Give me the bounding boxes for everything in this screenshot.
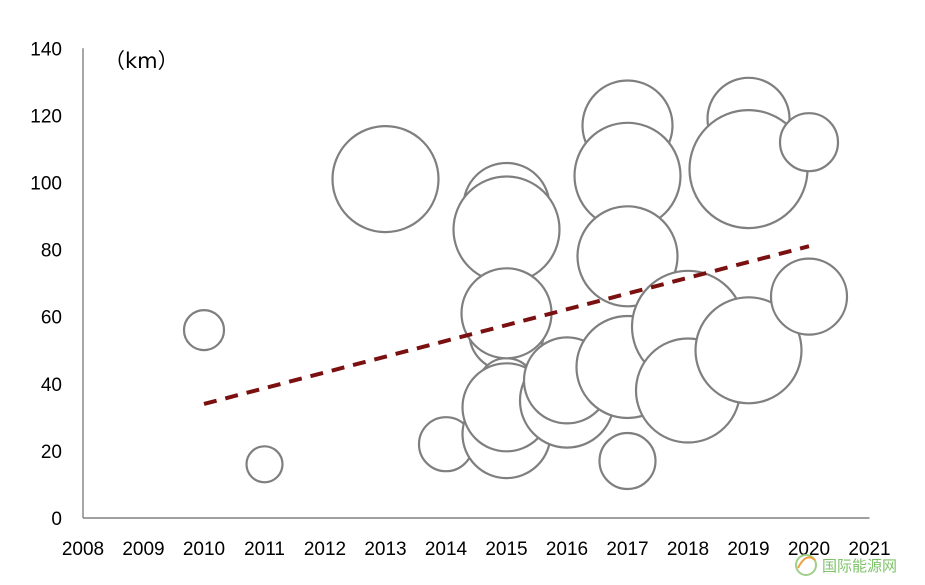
x-tick-label: 2019 [727, 539, 769, 560]
bubble-point [778, 112, 840, 173]
y-tick-label: 20 [41, 442, 62, 463]
x-tick-label: 2009 [122, 539, 164, 560]
trendline [203, 244, 810, 406]
x-tick-label: 2020 [788, 539, 830, 560]
unit-label: （km） [104, 49, 179, 73]
y-tick-label: 120 [30, 106, 62, 127]
x-tick-label: 2016 [546, 539, 588, 560]
bubble-point [769, 257, 849, 336]
x-tick-label: 2017 [606, 539, 648, 560]
bubble-point [576, 205, 679, 308]
y-tick-label: 140 [30, 39, 62, 60]
bubble-point [694, 296, 803, 405]
watermark-logo-icon [795, 554, 817, 576]
x-tick-label: 2011 [244, 539, 285, 560]
x-tick-label: 2014 [425, 539, 468, 560]
y-tick-label: 80 [41, 241, 62, 262]
chart-axes [82, 48, 870, 519]
x-tick-label: 2021 [848, 539, 890, 560]
x-tick-label: 2015 [485, 539, 527, 560]
watermark: 国际能源网 [795, 554, 897, 576]
bubble-point [331, 125, 440, 234]
y-tick-label: 100 [30, 174, 62, 195]
bubble-point [598, 431, 657, 491]
x-tick-label: 2010 [183, 539, 225, 560]
tick-labels: 0 20 40 60 80 100 120 140 2008 2009 2010 2011 2012 20… [30, 39, 890, 560]
x-tick-label: 2008 [62, 539, 104, 560]
y-tick-label: 60 [41, 308, 62, 329]
bubble-point [245, 445, 284, 484]
x-tick-label: 2012 [304, 539, 346, 560]
y-tick-label: 0 [51, 509, 62, 530]
bubble-point [452, 175, 561, 284]
y-tick-label: 40 [41, 375, 62, 396]
trendline-layer [203, 244, 810, 406]
watermark-text: 国际能源网 [822, 557, 897, 575]
bubble-point [182, 309, 226, 352]
chart-bubbles [182, 76, 849, 491]
x-tick-label: 2018 [667, 539, 709, 560]
x-tick-label: 2013 [364, 539, 406, 560]
bubble-point [460, 267, 553, 360]
